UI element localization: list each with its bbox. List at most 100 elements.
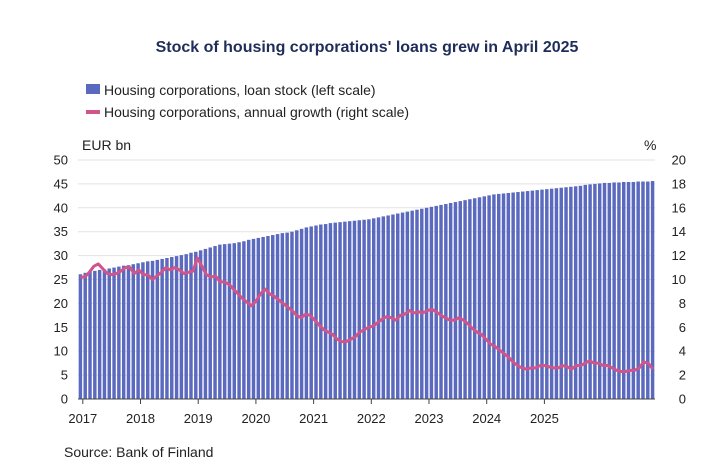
legend-bar-swatch bbox=[86, 84, 100, 94]
loan-stock-bar bbox=[650, 181, 655, 399]
x-tick-label: 2018 bbox=[126, 411, 155, 426]
loan-stock-bar bbox=[511, 192, 515, 399]
loan-stock-bar bbox=[636, 181, 640, 399]
loan-stock-bar bbox=[516, 192, 520, 399]
loan-stock-bar bbox=[222, 244, 227, 399]
loan-stock-bar bbox=[400, 212, 405, 399]
loan-stock-bar bbox=[371, 218, 376, 399]
x-axis-ticks: 2017 2018 2019 2020 2021 2022 2023 2024 2025 bbox=[68, 399, 559, 426]
loan-stock-bar bbox=[102, 269, 107, 399]
loan-stock-bar bbox=[88, 271, 92, 399]
loan-stock-bar bbox=[439, 204, 443, 399]
loan-stock-bar bbox=[208, 247, 212, 399]
loan-stock-bar bbox=[463, 200, 467, 399]
loan-stock-bar bbox=[593, 183, 597, 399]
loan-stock-bar bbox=[93, 270, 97, 399]
loan-stock-bar bbox=[386, 215, 390, 399]
loan-stock-bar bbox=[174, 256, 179, 399]
loan-stock-bar bbox=[434, 205, 438, 399]
left-tick-label: 5 bbox=[61, 368, 68, 383]
loan-stock-bar bbox=[271, 235, 275, 399]
loan-stock-bar bbox=[242, 241, 246, 399]
loan-stock-bar bbox=[246, 239, 251, 399]
right-tick-label: 12 bbox=[672, 248, 686, 263]
loan-stock-bar bbox=[549, 188, 554, 399]
loan-stock-bar bbox=[285, 232, 289, 399]
loan-stock-bar bbox=[347, 221, 352, 399]
left-tick-label: 40 bbox=[54, 200, 68, 215]
loan-stock-bar bbox=[357, 220, 362, 399]
loan-stock-bar bbox=[83, 272, 87, 399]
legend-label-loan-stock: Housing corporations, loan stock (left s… bbox=[104, 82, 376, 98]
loan-stock-bar bbox=[540, 189, 544, 399]
loan-stock-bar bbox=[266, 236, 270, 399]
loan-stock-bar bbox=[97, 269, 102, 399]
loan-stock-bar bbox=[78, 274, 83, 399]
loan-stock-bar bbox=[362, 219, 366, 399]
loan-stock-bar bbox=[588, 184, 592, 399]
left-tick-label: 35 bbox=[54, 224, 68, 239]
loan-stock-bar bbox=[569, 186, 573, 399]
loan-stock-bar bbox=[343, 221, 347, 399]
loan-stock-bar bbox=[482, 196, 487, 399]
left-tick-label: 0 bbox=[61, 392, 68, 407]
loan-stock-bar bbox=[530, 190, 535, 399]
chart-title: Stock of housing corporations' loans gre… bbox=[156, 39, 579, 56]
loan-stock-bar bbox=[521, 191, 525, 399]
x-tick-label: 2024 bbox=[472, 411, 501, 426]
loan-stock-bar bbox=[492, 194, 496, 399]
x-tick-label: 2019 bbox=[184, 411, 213, 426]
loan-stock-bar bbox=[559, 187, 563, 399]
x-tick-label: 2017 bbox=[68, 411, 97, 426]
loan-stock-bar bbox=[213, 246, 217, 399]
loan-stock-bar bbox=[391, 214, 395, 399]
loan-stock-bar bbox=[198, 250, 203, 399]
loan-stock-bar bbox=[487, 195, 491, 399]
loan-stock-bar bbox=[145, 261, 150, 399]
loan-stock-bar bbox=[583, 184, 588, 399]
loan-stock-bar bbox=[290, 231, 294, 399]
x-tick-label: 2021 bbox=[299, 411, 328, 426]
loan-stock-bar bbox=[170, 257, 174, 399]
loan-stock-bar bbox=[275, 234, 280, 399]
right-tick-label: 14 bbox=[672, 224, 686, 239]
loan-stock-bar bbox=[261, 236, 265, 399]
loan-stock-bar bbox=[189, 252, 193, 399]
right-axis-unit: % bbox=[644, 137, 656, 153]
left-tick-label: 20 bbox=[54, 296, 68, 311]
right-tick-label: 6 bbox=[679, 320, 686, 335]
loan-stock-bar bbox=[376, 217, 381, 399]
loan-stock-bar bbox=[194, 251, 198, 399]
loan-stock-bar bbox=[155, 259, 160, 399]
loan-stock-bar bbox=[319, 224, 323, 399]
loan-stock-bar bbox=[477, 197, 482, 399]
loan-stock-bar bbox=[468, 199, 472, 399]
left-tick-label: 50 bbox=[54, 153, 68, 168]
left-axis-ticks: 0 5 10 15 20 25 30 35 40 45 50 bbox=[54, 153, 68, 407]
loan-stock-bar bbox=[299, 228, 304, 399]
right-tick-label: 10 bbox=[672, 272, 686, 287]
left-tick-label: 25 bbox=[54, 272, 68, 287]
loan-stock-bar bbox=[554, 188, 559, 399]
loan-stock-bar bbox=[160, 258, 164, 399]
loan-stock-bar bbox=[112, 267, 116, 399]
loan-stock-bar bbox=[165, 257, 169, 399]
right-tick-label: 0 bbox=[679, 392, 686, 407]
loan-stock-bar bbox=[612, 182, 616, 399]
loan-stock-bar bbox=[227, 243, 232, 399]
loan-stock-bar bbox=[107, 268, 111, 399]
right-tick-label: 20 bbox=[672, 153, 686, 168]
legend-label-annual-growth: Housing corporations, annual growth (rig… bbox=[104, 104, 409, 120]
loan-stock-bar bbox=[309, 226, 313, 399]
loan-stock-bar bbox=[141, 262, 145, 399]
loan-stock-bar bbox=[323, 224, 328, 399]
loan-stock-bar bbox=[381, 216, 386, 399]
left-tick-label: 10 bbox=[54, 344, 68, 359]
loan-stock-bar bbox=[506, 192, 511, 399]
right-tick-label: 18 bbox=[672, 176, 686, 191]
loan-stock-bar bbox=[458, 201, 462, 399]
grid bbox=[78, 159, 655, 376]
loan-stock-bar bbox=[622, 181, 626, 399]
loan-stock-bar bbox=[256, 237, 261, 399]
